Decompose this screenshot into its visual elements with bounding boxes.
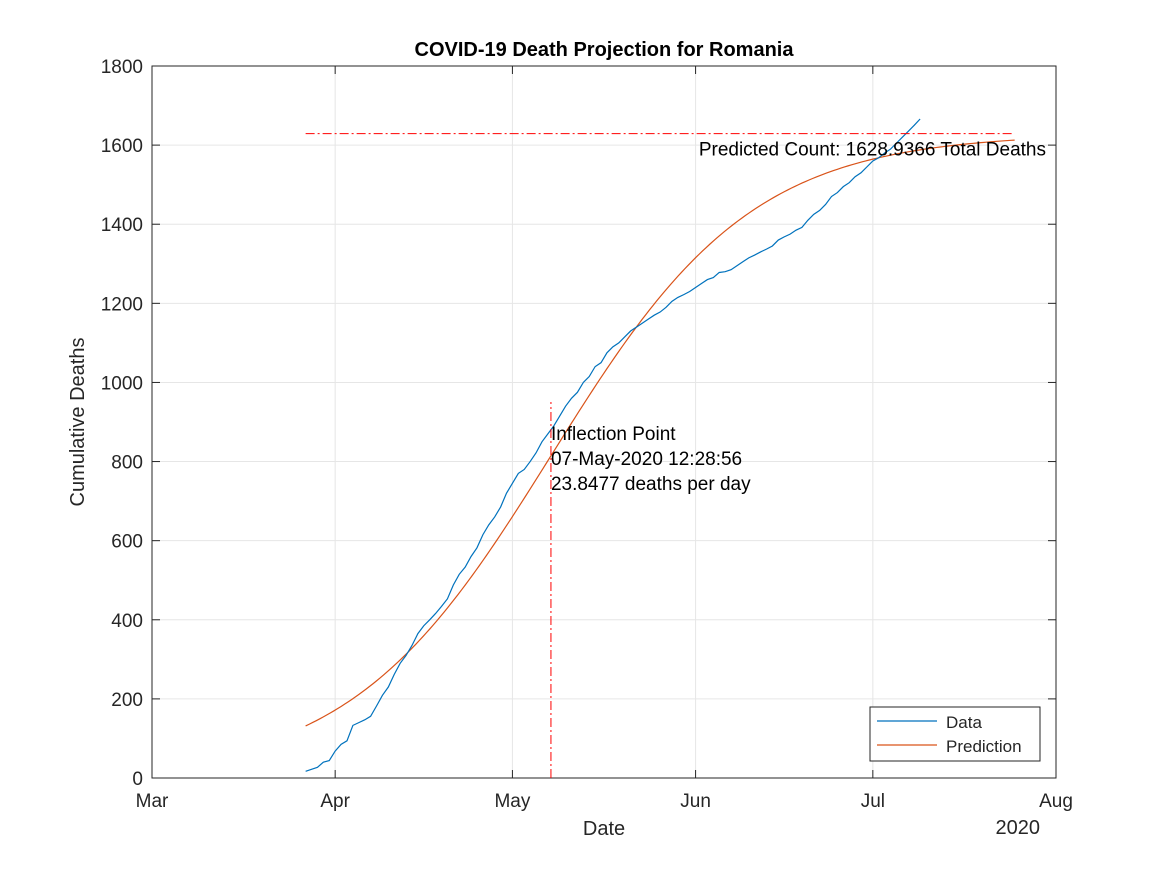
axis-ticks: 0 200 400 600 800 1000 1200 1400 1600 1800 Mar Apr M… [101, 57, 1073, 812]
x-tick-label: Apr [320, 791, 350, 812]
series-layer [305, 118, 1015, 772]
y-axis-label: Cumulative Deaths [67, 338, 89, 507]
predicted-count-label: Predicted Count: 1628.9366 Total Deaths [699, 140, 1046, 161]
x-tick-label: Jun [680, 791, 711, 812]
y-tick-label: 1200 [101, 294, 143, 315]
x-axis-year-label: 2020 [996, 817, 1041, 839]
y-tick-label: 1600 [101, 136, 143, 157]
y-tick-label: 200 [111, 690, 143, 711]
legend-label-data: Data [946, 713, 982, 732]
legend-label-prediction: Prediction [946, 737, 1022, 756]
annotations: Predicted Count: 1628.9366 Total Deaths I… [305, 133, 1046, 778]
data-line [305, 118, 921, 772]
y-tick-label: 600 [111, 532, 143, 553]
prediction-line [305, 139, 1015, 727]
y-tick-label: 0 [132, 769, 143, 790]
legend: Data Prediction [869, 706, 1041, 762]
x-tick-label: Jul [861, 791, 885, 812]
inflection-label-line: Inflection Point [551, 424, 676, 445]
y-tick-label: 800 [111, 453, 143, 474]
legend-box [869, 706, 1041, 762]
y-tick-label: 1800 [101, 57, 143, 78]
inflection-label-line: 23.8477 deaths per day [551, 474, 751, 495]
y-tick-label: 1000 [101, 373, 143, 394]
inflection-label-line: 07-May-2020 12:28:56 [551, 449, 742, 470]
x-axis-label: Date [583, 818, 625, 840]
y-tick-label: 400 [111, 611, 143, 632]
chart-title: COVID-19 Death Projection for Romania [415, 39, 795, 61]
x-tick-label: Mar [136, 791, 169, 812]
x-tick-label: Aug [1039, 791, 1073, 812]
y-tick-label: 1400 [101, 215, 143, 236]
plot-frame [151, 65, 1057, 779]
x-tick-label: May [494, 791, 530, 812]
